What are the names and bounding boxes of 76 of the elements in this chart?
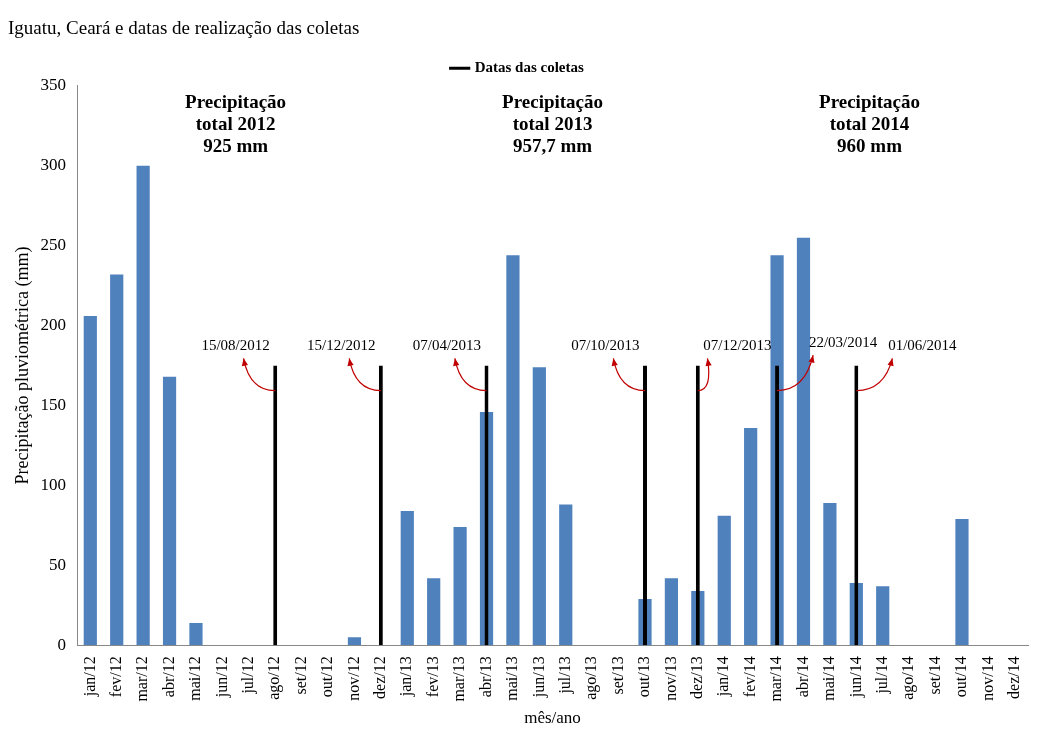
x-tick-label: out/14 [952, 656, 970, 698]
bar [796, 237, 811, 646]
x-tick-label: jul/14 [872, 656, 891, 695]
bar [532, 367, 546, 646]
x-tick-label: mar/13 [450, 656, 468, 702]
bar [744, 427, 758, 646]
x-tick-label: fev/12 [106, 656, 124, 698]
bar [83, 315, 97, 646]
annotation: 01/06/2014 [888, 337, 958, 354]
bar [453, 526, 467, 646]
annotation: 07/10/2013 [571, 337, 640, 354]
x-tick-label: jan/14 [714, 656, 733, 698]
bar [823, 503, 837, 646]
bar [189, 622, 203, 646]
x-tick-label: jan/13 [397, 656, 416, 698]
x-tick-label: jun/12 [212, 656, 231, 699]
x-tick-label: fev/14 [740, 656, 758, 698]
y-tick-label: 200 [40, 315, 67, 335]
bar [559, 504, 573, 646]
x-tick-label: abr/14 [793, 656, 811, 698]
y-tick-label: 250 [40, 235, 67, 255]
legend-label: Datas das coletas [474, 59, 584, 76]
bar [717, 515, 731, 646]
x-tick-label: jun/14 [846, 656, 865, 699]
x-tick-label: jul/12 [238, 656, 257, 695]
bar [110, 274, 124, 646]
y-tick-label: 100 [40, 474, 67, 494]
x-tick-label: mai/14 [820, 656, 838, 701]
y-tick-label: 350 [40, 75, 67, 95]
y-tick-label: 300 [40, 155, 67, 175]
x-tick-label: dez/13 [688, 656, 706, 699]
x-tick-label: set/12 [291, 656, 309, 695]
x-tick-label: abr/12 [159, 656, 177, 698]
x-tick-label: jan/12 [80, 656, 99, 698]
bar [136, 165, 150, 646]
chart-title: Iguatu, Ceará e datas de realização das coletas [8, 17, 360, 39]
bar [347, 637, 362, 646]
annotation: 07/04/2013 [412, 337, 482, 354]
x-tick-label: mar/14 [767, 656, 785, 702]
x-tick-label: nov/13 [661, 656, 679, 701]
bar [162, 376, 177, 646]
x-tick-label: jul/13 [555, 656, 574, 695]
annotation: Precipitação total 2013 957,7 mm [502, 91, 604, 157]
x-tick-label: nov/14 [978, 656, 996, 701]
x-tick-label: mai/13 [503, 656, 521, 701]
bar [427, 578, 441, 646]
x-tick-label: dez/12 [371, 656, 389, 699]
x-tick-label: set/14 [925, 656, 943, 695]
x-tick-label: jun/13 [529, 656, 548, 699]
x-axis-title: mês/ano [524, 708, 581, 728]
x-tick-label: fev/13 [423, 656, 441, 698]
x-tick-label: out/13 [635, 656, 653, 698]
x-tick-label: ago/12 [265, 656, 284, 700]
y-tick-label: 150 [40, 394, 67, 414]
x-tick-label: dez/14 [1005, 656, 1022, 699]
bar [400, 511, 414, 646]
x-tick-label: out/12 [318, 656, 336, 698]
bar [664, 578, 679, 646]
annotation: 15/08/2012 [201, 337, 270, 354]
annotation: 07/12/2013 [703, 337, 772, 354]
annotation: 15/12/2012 [307, 337, 376, 354]
y-axis-title: Precipitação pluviométrica (mm) [11, 246, 33, 485]
x-tick-label: ago/14 [899, 656, 918, 700]
y-tick-label: 50 [49, 554, 67, 574]
annotation: Precipitação total 2012 925 mm [185, 91, 287, 157]
x-tick-label: mar/12 [133, 656, 151, 702]
bar [955, 519, 969, 646]
x-tick-label: mai/12 [186, 656, 204, 701]
x-tick-label: set/13 [608, 656, 626, 695]
bar [876, 586, 890, 646]
x-tick-label: abr/13 [476, 656, 494, 698]
x-tick-label: ago/13 [582, 656, 601, 700]
y-tick-label: 0 [57, 634, 67, 654]
x-tick-label: nov/12 [344, 656, 362, 701]
bar [506, 255, 520, 646]
annotation: Precipitação total 2014 960 mm [819, 91, 920, 157]
